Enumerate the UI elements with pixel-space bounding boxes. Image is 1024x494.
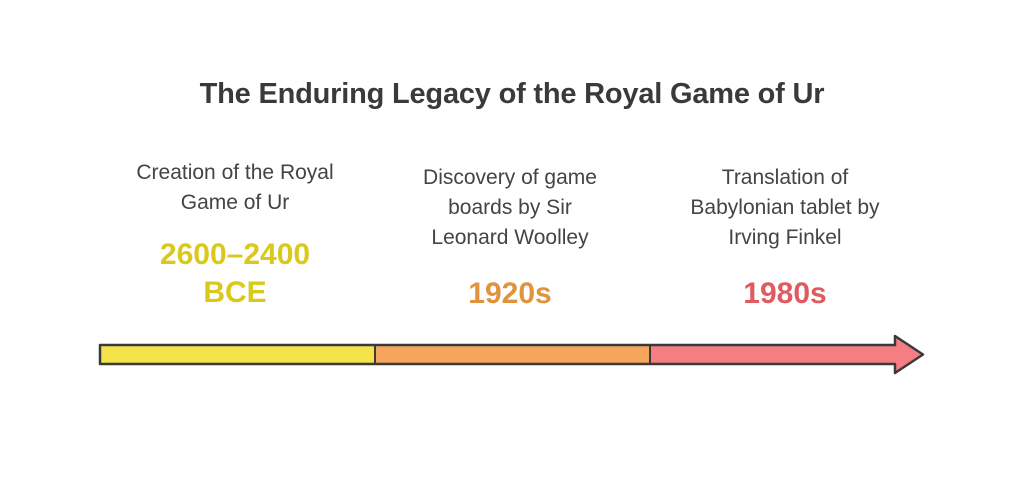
event-date: 1980s	[665, 275, 905, 313]
timeline-event-translation: Translation of Babylonian tablet by Irvi…	[665, 163, 905, 313]
timeline-arrow-outline	[98, 334, 925, 375]
timeline-event-creation: Creation of the Royal Game of Ur 2600–24…	[115, 158, 355, 312]
page-title: The Enduring Legacy of the Royal Game of…	[199, 78, 825, 110]
timeline-event-discovery: Discovery of game boards by Sir Leonard …	[390, 163, 630, 313]
event-date: 1920s	[390, 275, 630, 313]
timeline-segment-3-arrowhead	[650, 336, 923, 373]
event-date-line: 1980s	[743, 277, 827, 310]
timeline-segment-1	[100, 345, 375, 364]
timeline-segment-2	[375, 345, 650, 364]
event-description-line: boards by Sir	[448, 196, 572, 219]
event-description-line: Discovery of game	[423, 166, 597, 189]
event-description-line: Game of Ur	[180, 191, 290, 214]
event-date-line: 2600–2400	[159, 238, 311, 271]
event-date-line: BCE	[203, 276, 267, 309]
event-date-line: 1920s	[468, 277, 552, 310]
event-date: 2600–2400 BCE	[115, 236, 355, 312]
event-description: Discovery of game boards by Sir Leonard …	[390, 163, 630, 253]
event-description-line: Translation of	[721, 166, 849, 189]
event-description-line: Leonard Woolley	[431, 226, 589, 249]
event-description-line: Creation of the Royal	[136, 161, 334, 184]
event-description-line: Babylonian tablet by	[690, 196, 880, 219]
event-description: Translation of Babylonian tablet by Irvi…	[665, 163, 905, 253]
event-description: Creation of the Royal Game of Ur	[115, 158, 355, 218]
event-description-line: Irving Finkel	[728, 226, 842, 249]
